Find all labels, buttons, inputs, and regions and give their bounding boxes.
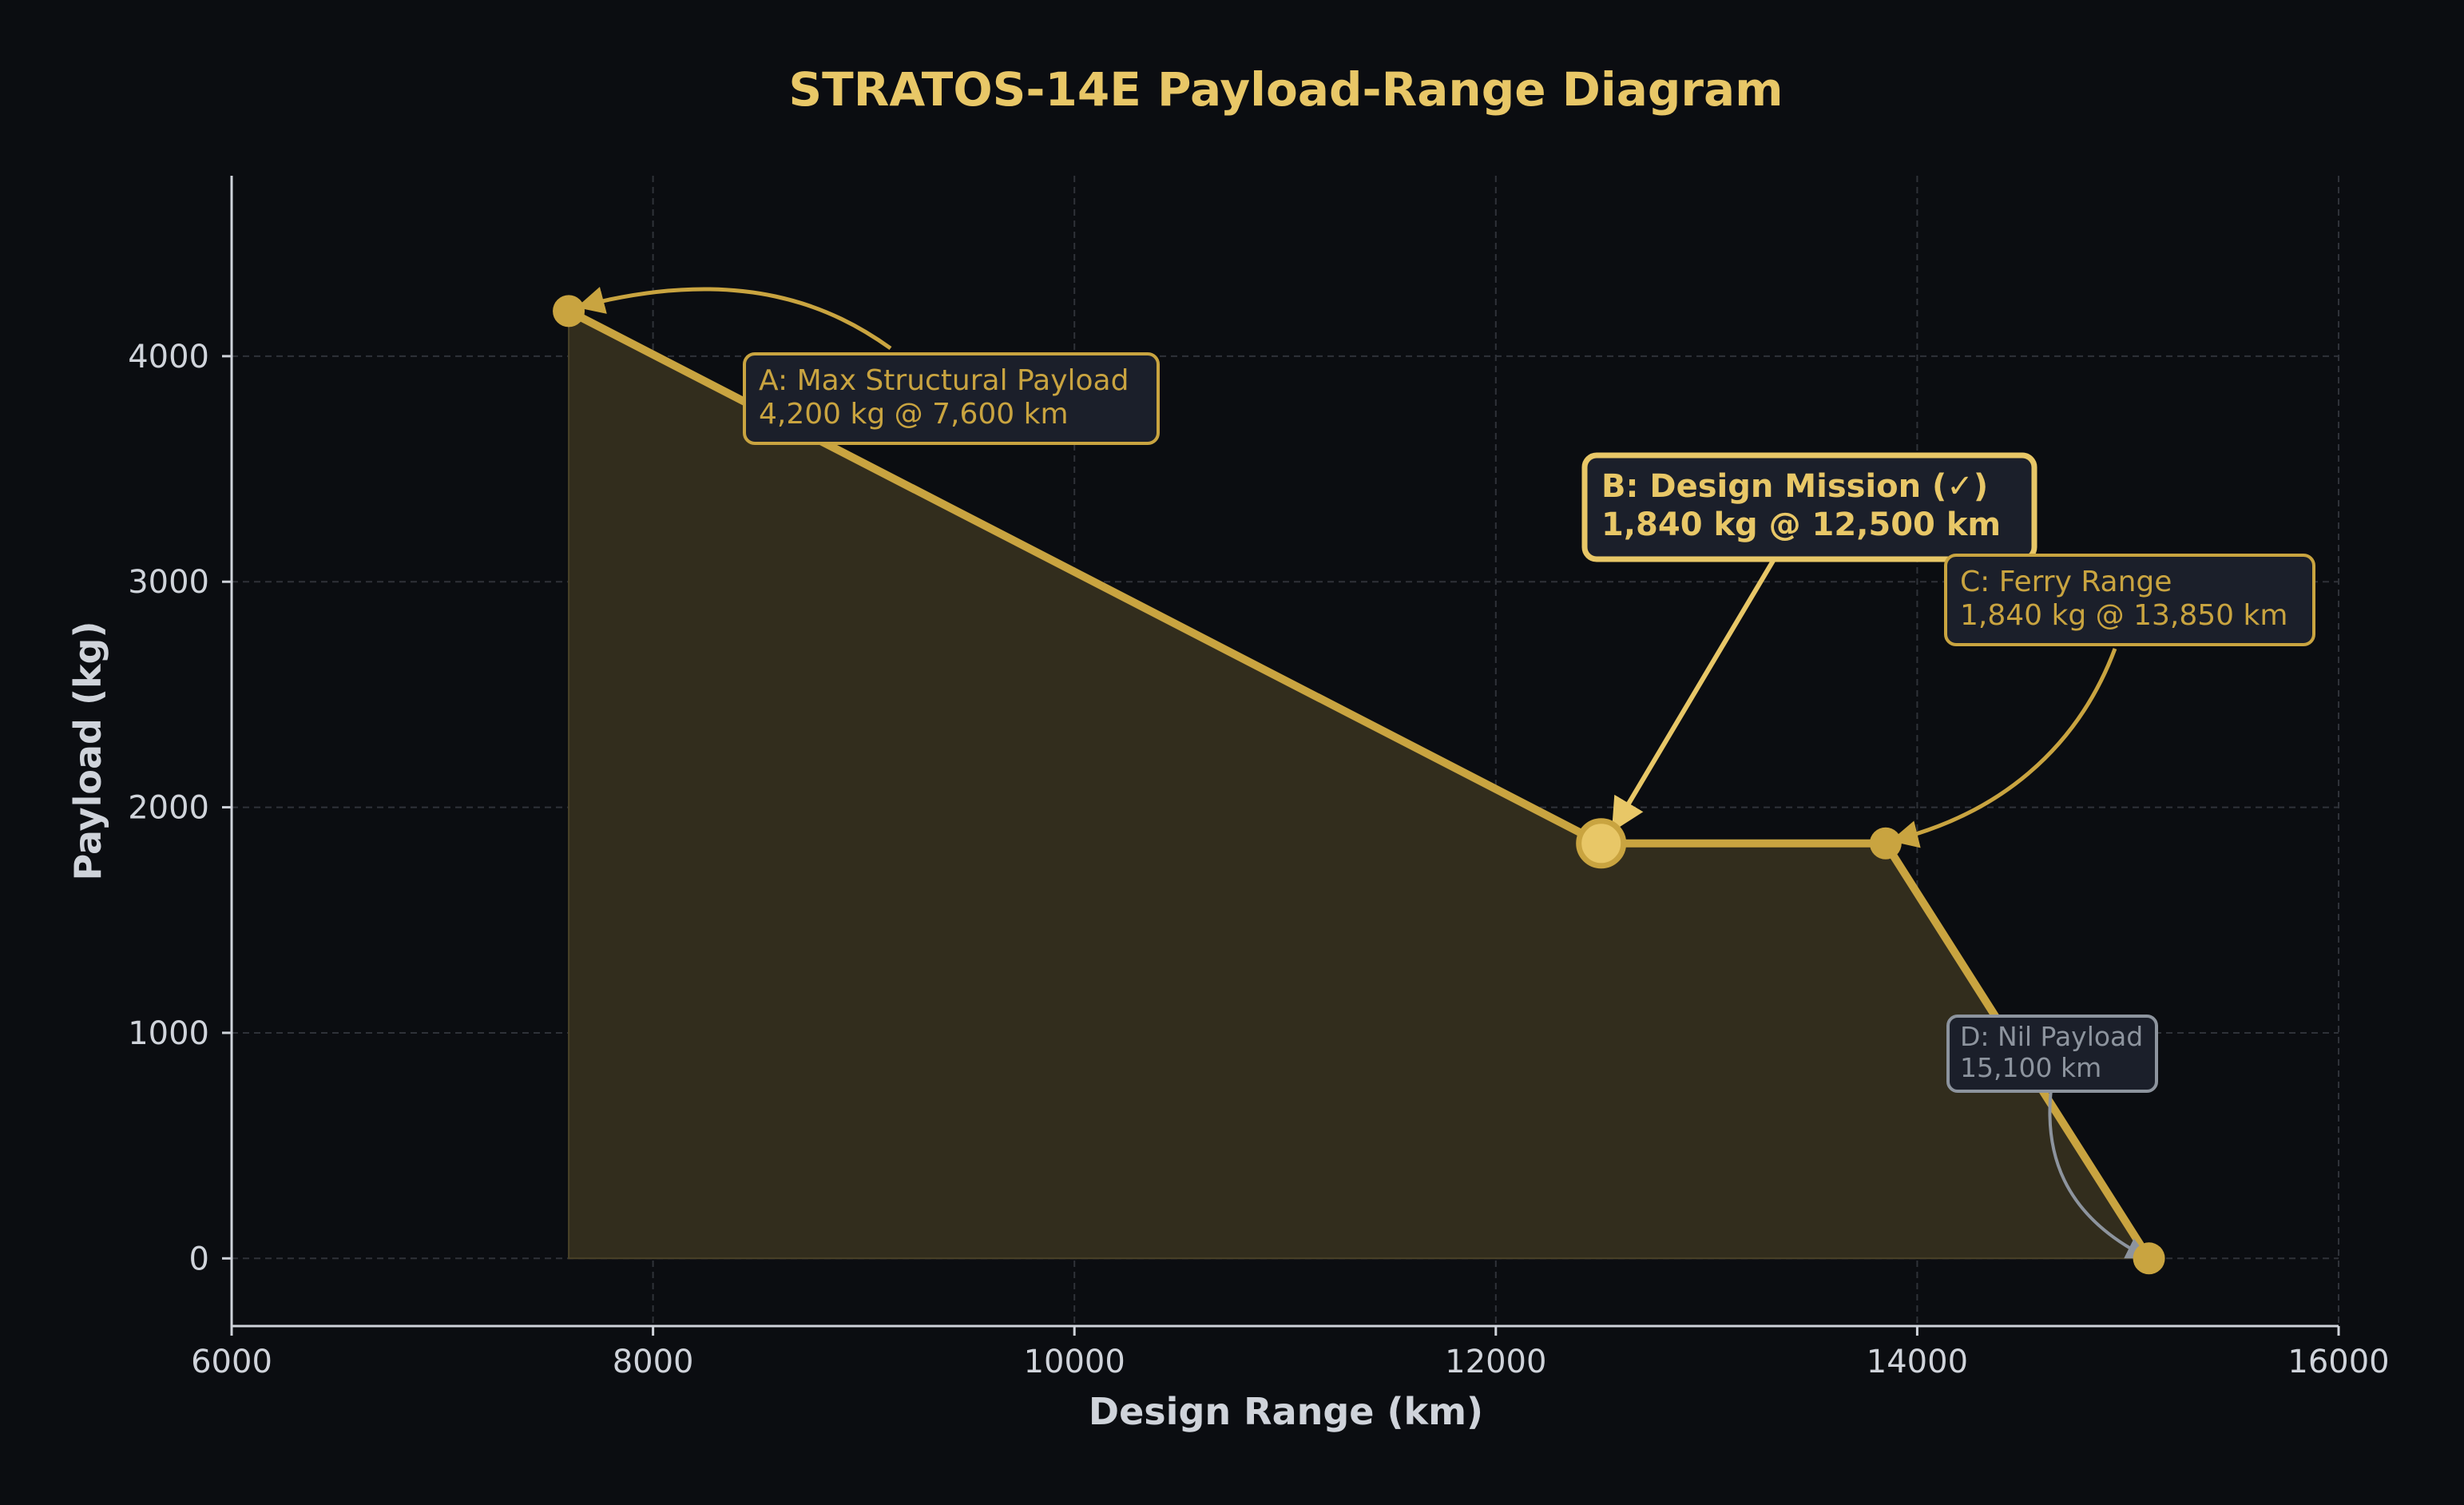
annotation-a-box [743, 352, 1160, 445]
annotation-b: B: Design Mission (✓) 1,840 kg @ 12,500 … [1581, 452, 2037, 562]
annotation-d-value: 15,100 km [1960, 1052, 2101, 1083]
annotation-b-arrow [1611, 559, 1776, 832]
annotation-a-title: A: Max Structural Payload [759, 364, 1129, 397]
y-tick-label: 0 [189, 1241, 209, 1277]
annotation-c-value: 1,840 kg @ 13,850 km [1960, 599, 2287, 632]
data-points [553, 295, 2165, 1275]
y-tick-label: 3000 [128, 564, 209, 601]
annotation-c-title: C: Ferry Range [1960, 566, 2172, 598]
x-tick-label: 16000 [2287, 1344, 2389, 1380]
annotation-a-value: 4,200 kg @ 7,600 km [759, 398, 1069, 431]
x-tick-label: 14000 [1867, 1344, 1968, 1380]
annotation-b-box [1581, 452, 2037, 562]
annotation-c-box [1944, 554, 2315, 646]
annotation-d-box [1946, 1015, 2158, 1093]
x-tick-labels: 6000 8000 10000 12000 14000 16000 [191, 1326, 2390, 1380]
x-axis-label: Design Range (km) [1089, 1390, 1483, 1433]
annotation-a: A: Max Structural Payload 4,200 kg @ 7,6… [743, 352, 1160, 445]
point-a-marker [553, 295, 585, 328]
annotation-d-title: D: Nil Payload [1960, 1021, 2143, 1052]
y-axis-label: Payload (kg) [66, 621, 109, 880]
y-tick-label: 4000 [128, 339, 209, 375]
x-tick-label: 8000 [613, 1344, 694, 1380]
y-tick-labels: 0 1000 2000 3000 4000 [128, 339, 232, 1277]
annotation-c: C: Ferry Range 1,840 kg @ 13,850 km [1944, 554, 2315, 646]
y-tick-label: 2000 [128, 790, 209, 827]
point-c-marker [1869, 827, 1902, 860]
annotation-a-arrow [576, 287, 892, 351]
y-tick-label: 1000 [128, 1015, 209, 1052]
point-b-marker [1576, 818, 1627, 869]
chart-title: STRATOS-14E Payload-Range Diagram [788, 62, 1783, 117]
annotation-d: D: Nil Payload 15,100 km [1946, 1015, 2158, 1093]
x-tick-label: 12000 [1445, 1344, 1546, 1380]
annotation-d-arrow [2048, 1089, 2149, 1259]
annotation-b-value: 1,840 kg @ 12,500 km [1601, 506, 2001, 543]
annotation-b-title: B: Design Mission (✓) [1601, 468, 1988, 505]
point-d-marker [2133, 1242, 2165, 1275]
x-tick-label: 10000 [1024, 1344, 1125, 1380]
axes [230, 176, 2339, 1329]
x-tick-label: 6000 [191, 1344, 272, 1380]
annotation-c-arrow [1890, 648, 2117, 848]
